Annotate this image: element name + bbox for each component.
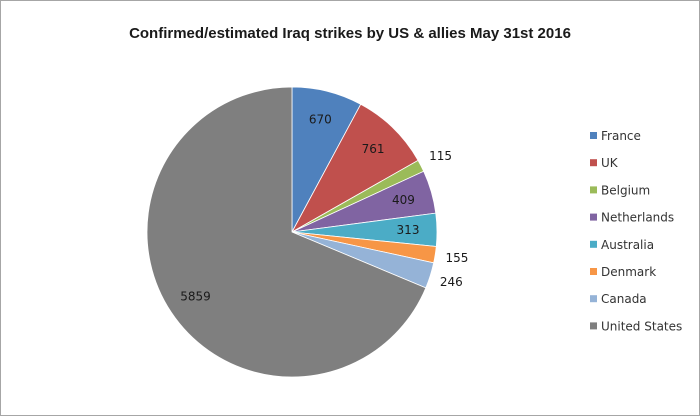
legend-label-belgium: Belgium (601, 183, 650, 197)
legend-swatch-uk (590, 159, 597, 167)
data-label-belgium: 115 (429, 149, 452, 163)
data-label-canada: 246 (440, 275, 463, 289)
data-label-uk: 761 (362, 142, 385, 156)
chart-title: Confirmed/estimated Iraq strikes by US &… (129, 25, 571, 42)
legend-swatch-belgium (590, 186, 597, 194)
data-label-netherlands: 409 (392, 193, 415, 207)
data-label-france: 670 (309, 113, 332, 127)
legend-label-australia: Australia (601, 238, 654, 252)
legend-label-united-states: United States (601, 319, 682, 333)
pie-slice-united-states (146, 86, 427, 378)
legend-swatch-united-states (590, 322, 597, 330)
data-label-australia: 313 (397, 223, 420, 237)
legend-label-france: France (601, 129, 641, 143)
legend-swatch-netherlands (590, 213, 597, 221)
legend-label-canada: Canada (601, 292, 647, 306)
pie-slice-uk (290, 103, 419, 234)
legend-swatch-france (590, 132, 597, 139)
data-label-denmark: 155 (445, 251, 468, 265)
legend-swatch-australia (590, 240, 597, 248)
data-label-united-states: 5859 (180, 289, 211, 303)
legend-label-netherlands: Netherlands (601, 211, 674, 225)
legend-label-denmark: Denmark (601, 265, 656, 279)
legend-label-uk: UK (601, 156, 619, 170)
legend-swatch-denmark (590, 268, 597, 275)
legend-swatch-canada (590, 295, 597, 303)
